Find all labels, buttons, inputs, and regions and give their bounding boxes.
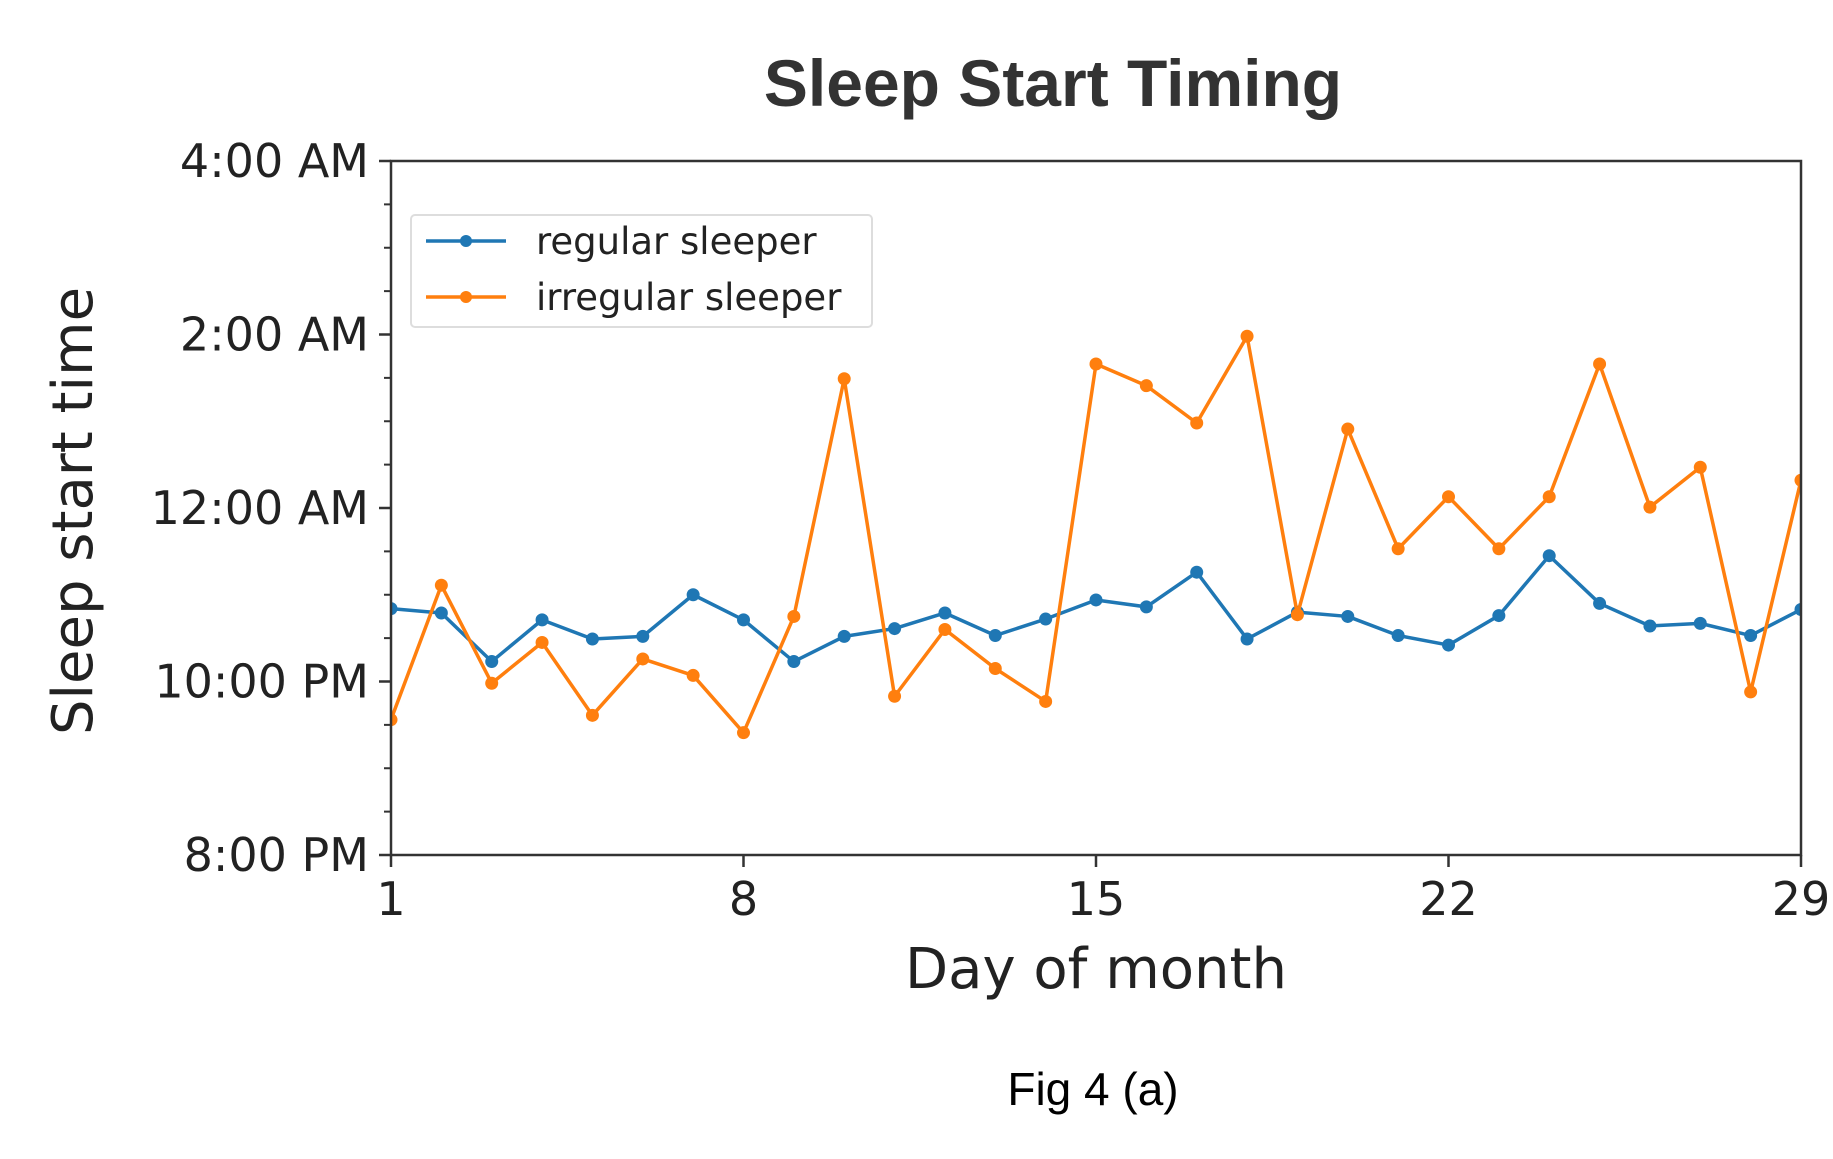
data-point-irregular bbox=[1492, 542, 1506, 556]
x-tick-label: 22 bbox=[1419, 872, 1478, 926]
data-point-regular bbox=[686, 588, 700, 602]
data-point-regular bbox=[585, 632, 599, 646]
data-point-irregular bbox=[636, 652, 650, 666]
plot-frame bbox=[389, 159, 1803, 857]
y-tick-label: 8:00 PM bbox=[184, 828, 369, 882]
data-point-irregular bbox=[1593, 357, 1607, 371]
data-point-irregular bbox=[1744, 685, 1758, 699]
data-point-irregular bbox=[1391, 542, 1405, 556]
data-point-regular bbox=[1391, 629, 1405, 643]
data-point-irregular bbox=[485, 676, 499, 690]
y-tick-label: 2:00 AM bbox=[180, 308, 369, 362]
data-point-regular bbox=[1693, 616, 1707, 630]
data-point-regular bbox=[1794, 602, 1801, 616]
data-point-regular bbox=[888, 622, 902, 636]
data-point-irregular bbox=[1643, 500, 1657, 514]
legend-marker-irregular bbox=[460, 291, 472, 303]
legend-box bbox=[410, 214, 873, 328]
data-point-irregular bbox=[1039, 694, 1053, 708]
data-point-regular bbox=[1593, 596, 1607, 610]
data-point-regular bbox=[988, 629, 1002, 643]
data-point-regular bbox=[1139, 600, 1153, 614]
data-point-regular bbox=[1643, 619, 1657, 633]
data-point-regular bbox=[485, 655, 499, 669]
data-point-irregular bbox=[1190, 416, 1204, 430]
data-point-irregular bbox=[1139, 379, 1153, 393]
data-point-regular bbox=[391, 602, 398, 616]
y-tick-label: 10:00 PM bbox=[154, 655, 369, 709]
data-point-irregular bbox=[1240, 329, 1254, 343]
data-point-regular bbox=[1190, 565, 1204, 579]
data-point-regular bbox=[1744, 629, 1758, 643]
data-point-irregular bbox=[938, 622, 952, 636]
legend: regular sleeper irregular sleeper bbox=[410, 214, 873, 328]
data-point-regular bbox=[434, 606, 448, 620]
data-point-regular bbox=[1542, 549, 1556, 563]
data-point-regular bbox=[837, 629, 851, 643]
data-point-irregular bbox=[585, 708, 599, 722]
data-point-irregular bbox=[787, 609, 801, 623]
legend-marker-regular bbox=[460, 235, 472, 247]
data-point-irregular bbox=[888, 689, 902, 703]
x-tick-label: 1 bbox=[376, 872, 405, 926]
data-point-irregular bbox=[837, 372, 851, 386]
data-point-regular bbox=[938, 606, 952, 620]
data-point-regular bbox=[1442, 638, 1455, 652]
legend-label-irregular: irregular sleeper bbox=[536, 276, 842, 319]
data-point-irregular bbox=[1794, 473, 1801, 487]
chart-title: Sleep Start Timing bbox=[764, 46, 1342, 120]
data-point-regular bbox=[636, 629, 650, 643]
y-tick-label: 12:00 AM bbox=[151, 481, 369, 535]
data-point-irregular bbox=[737, 726, 750, 740]
data-point-irregular bbox=[1542, 490, 1556, 504]
x-tick-label: 29 bbox=[1772, 872, 1831, 926]
data-point-regular bbox=[1240, 632, 1254, 646]
data-point-regular bbox=[1492, 609, 1506, 623]
series-line-regular bbox=[391, 553, 1801, 664]
data-point-irregular bbox=[1089, 357, 1103, 371]
data-point-irregular bbox=[391, 713, 398, 727]
y-axis-label: Sleep start time bbox=[41, 287, 106, 735]
data-point-irregular bbox=[1442, 490, 1455, 504]
data-point-irregular bbox=[535, 635, 549, 649]
data-point-irregular bbox=[1341, 422, 1355, 436]
data-point-regular bbox=[1341, 609, 1355, 623]
y-tick-label: 4:00 AM bbox=[180, 134, 369, 188]
x-axis-label: Day of month bbox=[905, 937, 1287, 1002]
data-point-regular bbox=[737, 613, 750, 627]
data-point-regular bbox=[1089, 593, 1103, 607]
data-point-irregular bbox=[988, 661, 1002, 675]
data-point-irregular bbox=[1693, 460, 1707, 474]
data-point-irregular bbox=[686, 668, 700, 682]
figure-caption: Fig 4 (a) bbox=[1007, 1063, 1178, 1115]
data-point-irregular bbox=[434, 578, 448, 592]
data-point-irregular bbox=[1290, 608, 1304, 622]
data-point-regular bbox=[787, 655, 801, 669]
series-line-irregular bbox=[391, 334, 1801, 735]
x-tick-label: 8 bbox=[729, 872, 758, 926]
legend-label-regular: regular sleeper bbox=[536, 220, 817, 263]
data-point-regular bbox=[535, 613, 549, 627]
data-point-regular bbox=[1039, 612, 1053, 626]
x-tick-label: 15 bbox=[1067, 872, 1126, 926]
